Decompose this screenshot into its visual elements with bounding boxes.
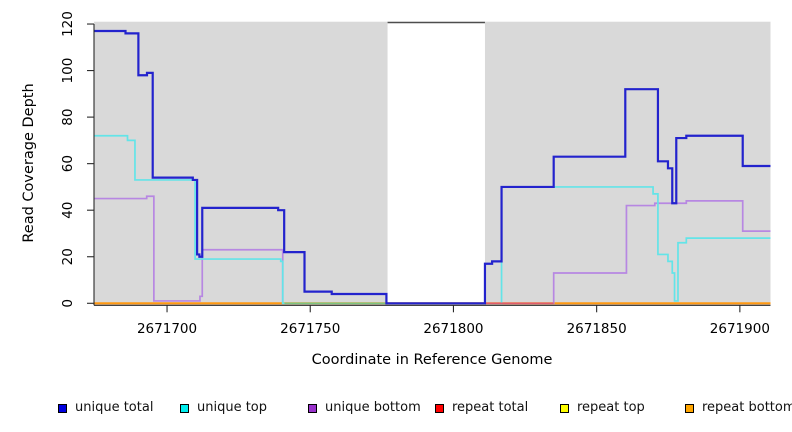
y-tick-label: 40 bbox=[60, 202, 76, 219]
x-tick-label: 2671750 bbox=[280, 321, 340, 337]
y-tick-label: 60 bbox=[60, 155, 76, 172]
legend-item-unique-total: unique total bbox=[58, 399, 153, 417]
y-axis-title: Read Coverage Depth bbox=[21, 83, 37, 242]
series-line-unique-total bbox=[94, 29, 771, 305]
legend-swatch-unique-bottom bbox=[308, 403, 317, 413]
legend-label: repeat top bbox=[577, 400, 645, 415]
legend-swatch-repeat-total bbox=[435, 403, 444, 413]
x-axis-title: Coordinate in Reference Genome bbox=[312, 352, 553, 368]
y-tick-label: 20 bbox=[60, 248, 76, 265]
masked-region bbox=[387, 21, 485, 305]
legend-label: unique total bbox=[75, 400, 154, 415]
y-tick-label: 120 bbox=[60, 11, 76, 37]
series-line-unique-top bbox=[94, 134, 771, 305]
x-tick-label: 2671700 bbox=[137, 321, 197, 337]
legend-label: unique top bbox=[197, 400, 268, 415]
legend-swatch-unique-top bbox=[180, 403, 189, 413]
legend-label: unique bottom bbox=[325, 400, 421, 415]
legend-swatch-repeat-bottom bbox=[685, 403, 694, 413]
y-tick-label: 80 bbox=[60, 109, 76, 126]
chart-legend: unique total unique top unique bottom repea… bbox=[0, 399, 792, 425]
x-tick-label: 2671900 bbox=[710, 321, 770, 337]
legend-label: repeat bottom bbox=[702, 400, 792, 415]
legend-item-unique-top: unique top bbox=[180, 399, 267, 417]
legend-item-repeat-bottom: repeat bottom bbox=[685, 399, 792, 417]
legend-swatch-repeat-top bbox=[560, 403, 569, 413]
x-tick-label: 2671800 bbox=[423, 321, 483, 337]
x-tick-label: 2671850 bbox=[567, 321, 627, 337]
y-tick-label: 0 bbox=[60, 299, 76, 308]
legend-label: repeat total bbox=[452, 400, 529, 415]
y-tick-label: 100 bbox=[60, 58, 76, 84]
legend-swatch-unique-total bbox=[58, 403, 67, 413]
legend-item-unique-bottom: unique bottom bbox=[308, 399, 421, 417]
legend-item-repeat-total: repeat total bbox=[435, 399, 528, 417]
legend-item-repeat-top: repeat top bbox=[560, 399, 645, 417]
